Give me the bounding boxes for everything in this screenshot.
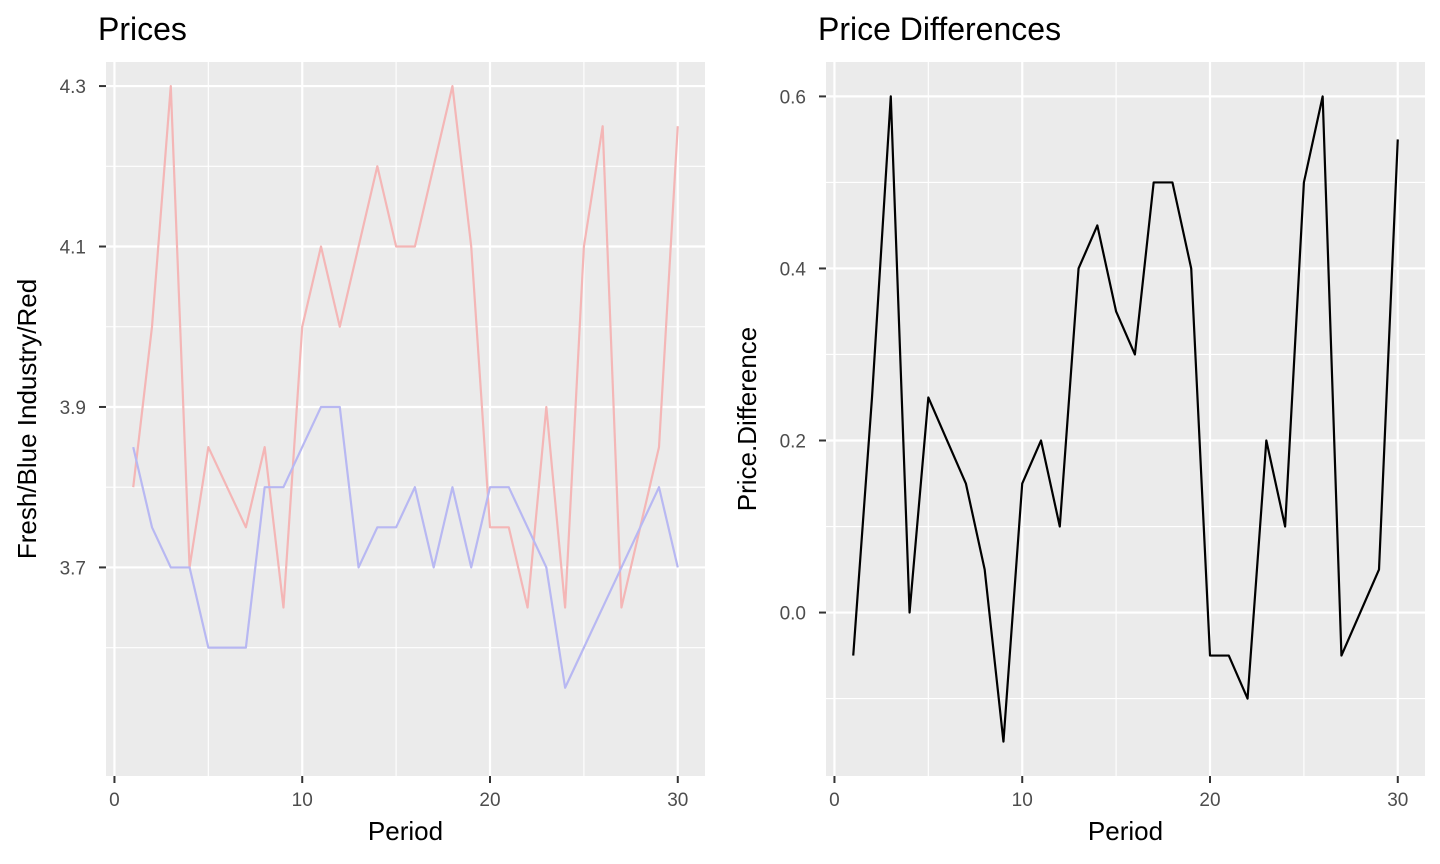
y-tick-label: 0.0 xyxy=(780,604,806,625)
x-tick-label: 30 xyxy=(667,790,688,811)
y-tick-label: 0.2 xyxy=(780,432,806,453)
x-tick-label: 30 xyxy=(1387,790,1408,811)
x-tick-label: 0 xyxy=(109,790,120,811)
y-tick-label: 4.3 xyxy=(60,77,86,98)
chart-panel-2: 0 10 20 30 0.0 0.2 0.4 0.6 Period Price.Differenc… xyxy=(732,11,1425,846)
y-tick-label: 3.7 xyxy=(60,558,86,579)
x-axis-title: Period xyxy=(1088,816,1163,846)
plot-title: Price Differences xyxy=(818,11,1061,47)
y-tick-label: 4.1 xyxy=(60,238,86,259)
plot-title: Prices xyxy=(98,11,187,47)
x-tick-label: 20 xyxy=(479,790,500,811)
y-tick-label: 0.6 xyxy=(780,87,806,108)
x-tick-label: 10 xyxy=(1012,790,1033,811)
series-line-1 xyxy=(852,95,1399,743)
x-tick-label: 20 xyxy=(1199,790,1220,811)
x-tick-label: 0 xyxy=(829,790,840,811)
y-tick-label: 3.9 xyxy=(60,398,86,419)
x-axis-title: Period xyxy=(368,816,443,846)
y-axis-title: Price.Difference xyxy=(732,327,762,512)
y-axis-title: Fresh/Blue Industry/Red xyxy=(12,279,42,559)
x-tick-label: 10 xyxy=(292,790,313,811)
series-line-2 xyxy=(132,405,679,689)
series-line-1 xyxy=(132,84,679,609)
y-tick-label: 0.4 xyxy=(780,259,807,280)
panel-background xyxy=(826,62,1425,776)
chart-panel-1: 0 10 20 30 3.7 3.9 4.1 4.3 Period Fresh/Blue Indu… xyxy=(12,11,705,846)
